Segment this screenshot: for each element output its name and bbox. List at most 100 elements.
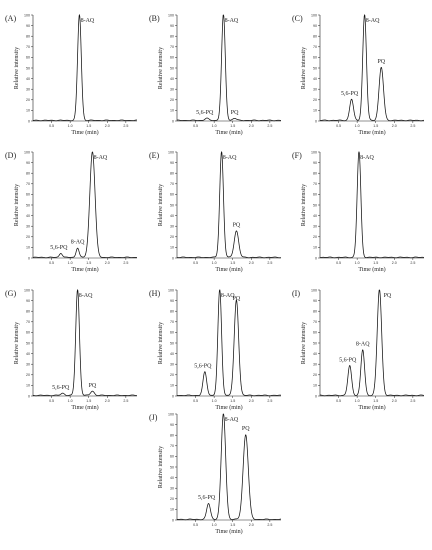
chromatogram-trace	[319, 150, 425, 259]
x-tick-label: 2.0	[105, 124, 110, 128]
y-tick-label: 70	[26, 182, 30, 186]
x-tick-label: 2.5	[410, 261, 415, 265]
y-tick-label: 70	[26, 320, 30, 324]
x-tick-label: 2.0	[105, 261, 110, 265]
x-tick-label: 2.5	[123, 124, 128, 128]
peak-label: 5,6-PQ	[198, 495, 216, 501]
y-tick-label: 90	[313, 299, 317, 303]
x-tick-label: 1.5	[230, 261, 235, 265]
y-tick-label: 40	[313, 77, 317, 81]
y-tick-label: 10	[170, 246, 174, 250]
peak-label: 8-AQ	[94, 155, 108, 161]
x-tick-label: 0.5	[193, 261, 198, 265]
panel-letter: (B)	[149, 14, 160, 23]
x-tick-label: 1.0	[212, 124, 217, 128]
y-tick-label: 20	[313, 373, 317, 377]
y-tick-label: 40	[26, 77, 30, 81]
x-tick-label: 2.0	[392, 124, 397, 128]
y-tick-label: 60	[313, 193, 317, 197]
y-tick-label: 100	[168, 13, 174, 17]
y-tick-label: 60	[26, 331, 30, 335]
y-tick-label: 60	[313, 331, 317, 335]
y-tick-label: 70	[313, 182, 317, 186]
x-tick-label: 2.0	[249, 261, 254, 265]
panel-letter: (C)	[292, 14, 303, 23]
y-tick-label: 70	[170, 182, 174, 186]
y-axis-title: Relative intensity	[158, 184, 164, 226]
y-axis-title: Relative intensity	[301, 184, 307, 226]
y-tick-label: 30	[170, 487, 174, 491]
peak-label: 8-AQ	[221, 293, 235, 299]
y-axis-title: Relative intensity	[14, 322, 20, 364]
x-tick-label: 1.0	[68, 261, 73, 265]
x-axis-title: Time (min)	[215, 404, 242, 411]
y-tick-label: 30	[313, 363, 317, 367]
peak-label: PQ	[231, 110, 239, 116]
panel-letter: (I)	[292, 289, 300, 298]
chromatogram-trace	[176, 413, 282, 521]
y-tick-label: 60	[170, 193, 174, 197]
y-tick-label: 0	[315, 256, 317, 260]
y-tick-label: 40	[26, 214, 30, 218]
x-tick-label: 1.5	[86, 261, 91, 265]
y-axis-title: Relative intensity	[158, 47, 164, 89]
x-tick-label: 0.5	[336, 261, 341, 265]
y-tick-label: 20	[26, 373, 30, 377]
y-tick-label: 40	[170, 214, 174, 218]
panel-letter: (J)	[149, 413, 158, 422]
chromatogram-trace	[319, 14, 425, 122]
y-tick-label: 50	[170, 66, 174, 70]
y-tick-label: 80	[170, 35, 174, 39]
y-tick-label: 100	[24, 13, 30, 17]
chromatogram-panel: (A) 0 10 20 30 40 50 60 70 80 90 100 0.5 1.0 1.5 2.0 2.5…	[5, 13, 138, 136]
y-tick-label: 10	[313, 109, 317, 113]
chromatogram-trace	[176, 289, 282, 397]
y-tick-label: 50	[313, 66, 317, 70]
x-tick-label: 0.5	[336, 399, 341, 403]
peak-label: 8-AQ	[360, 155, 374, 161]
y-tick-label: 30	[170, 88, 174, 92]
x-tick-label: 1.5	[230, 124, 235, 128]
x-tick-label: 1.0	[212, 523, 217, 527]
y-tick-label: 50	[170, 465, 174, 469]
x-tick-label: 2.5	[123, 261, 128, 265]
y-tick-label: 100	[168, 412, 174, 416]
y-tick-label: 50	[26, 341, 30, 345]
y-tick-label: 90	[26, 161, 30, 165]
y-tick-label: 100	[311, 150, 317, 154]
x-tick-label: 2.5	[410, 124, 415, 128]
y-tick-label: 80	[170, 172, 174, 176]
x-tick-label: 1.5	[373, 399, 378, 403]
x-axis-title: Time (min)	[71, 404, 98, 411]
x-tick-label: 2.0	[105, 399, 110, 403]
y-tick-label: 60	[26, 56, 30, 60]
x-tick-label: 2.5	[267, 124, 272, 128]
y-tick-label: 50	[170, 341, 174, 345]
chromatogram-panel: (C) 0 10 20 30 40 50 60 70 80 90 100 0.5 1.0 1.5 2.0 2.5…	[292, 13, 425, 136]
y-tick-label: 60	[26, 193, 30, 197]
y-tick-label: 30	[26, 225, 30, 229]
y-axis-title: Relative intensity	[301, 322, 307, 364]
y-tick-label: 90	[26, 299, 30, 303]
y-tick-label: 70	[26, 45, 30, 49]
peak-label: PQ	[233, 223, 241, 229]
y-tick-label: 30	[170, 363, 174, 367]
y-tick-label: 30	[313, 88, 317, 92]
x-tick-label: 1.5	[86, 124, 91, 128]
peak-label: 5,6-PQ	[194, 364, 212, 370]
panel-letter: (G)	[5, 289, 16, 298]
y-tick-label: 0	[315, 394, 317, 398]
x-axis-title: Time (min)	[71, 129, 98, 136]
y-tick-label: 50	[26, 203, 30, 207]
y-tick-label: 100	[24, 288, 30, 292]
peak-label: PQ	[89, 383, 97, 389]
chromatogram-trace	[176, 14, 282, 122]
y-tick-label: 10	[26, 384, 30, 388]
y-tick-label: 60	[170, 56, 174, 60]
y-tick-label: 80	[313, 35, 317, 39]
panel-letter: (A)	[5, 14, 16, 23]
peak-label: 5,6-PQ	[339, 357, 357, 363]
y-tick-label: 50	[313, 203, 317, 207]
y-axis-title: Relative intensity	[158, 322, 164, 364]
y-tick-label: 70	[313, 45, 317, 49]
